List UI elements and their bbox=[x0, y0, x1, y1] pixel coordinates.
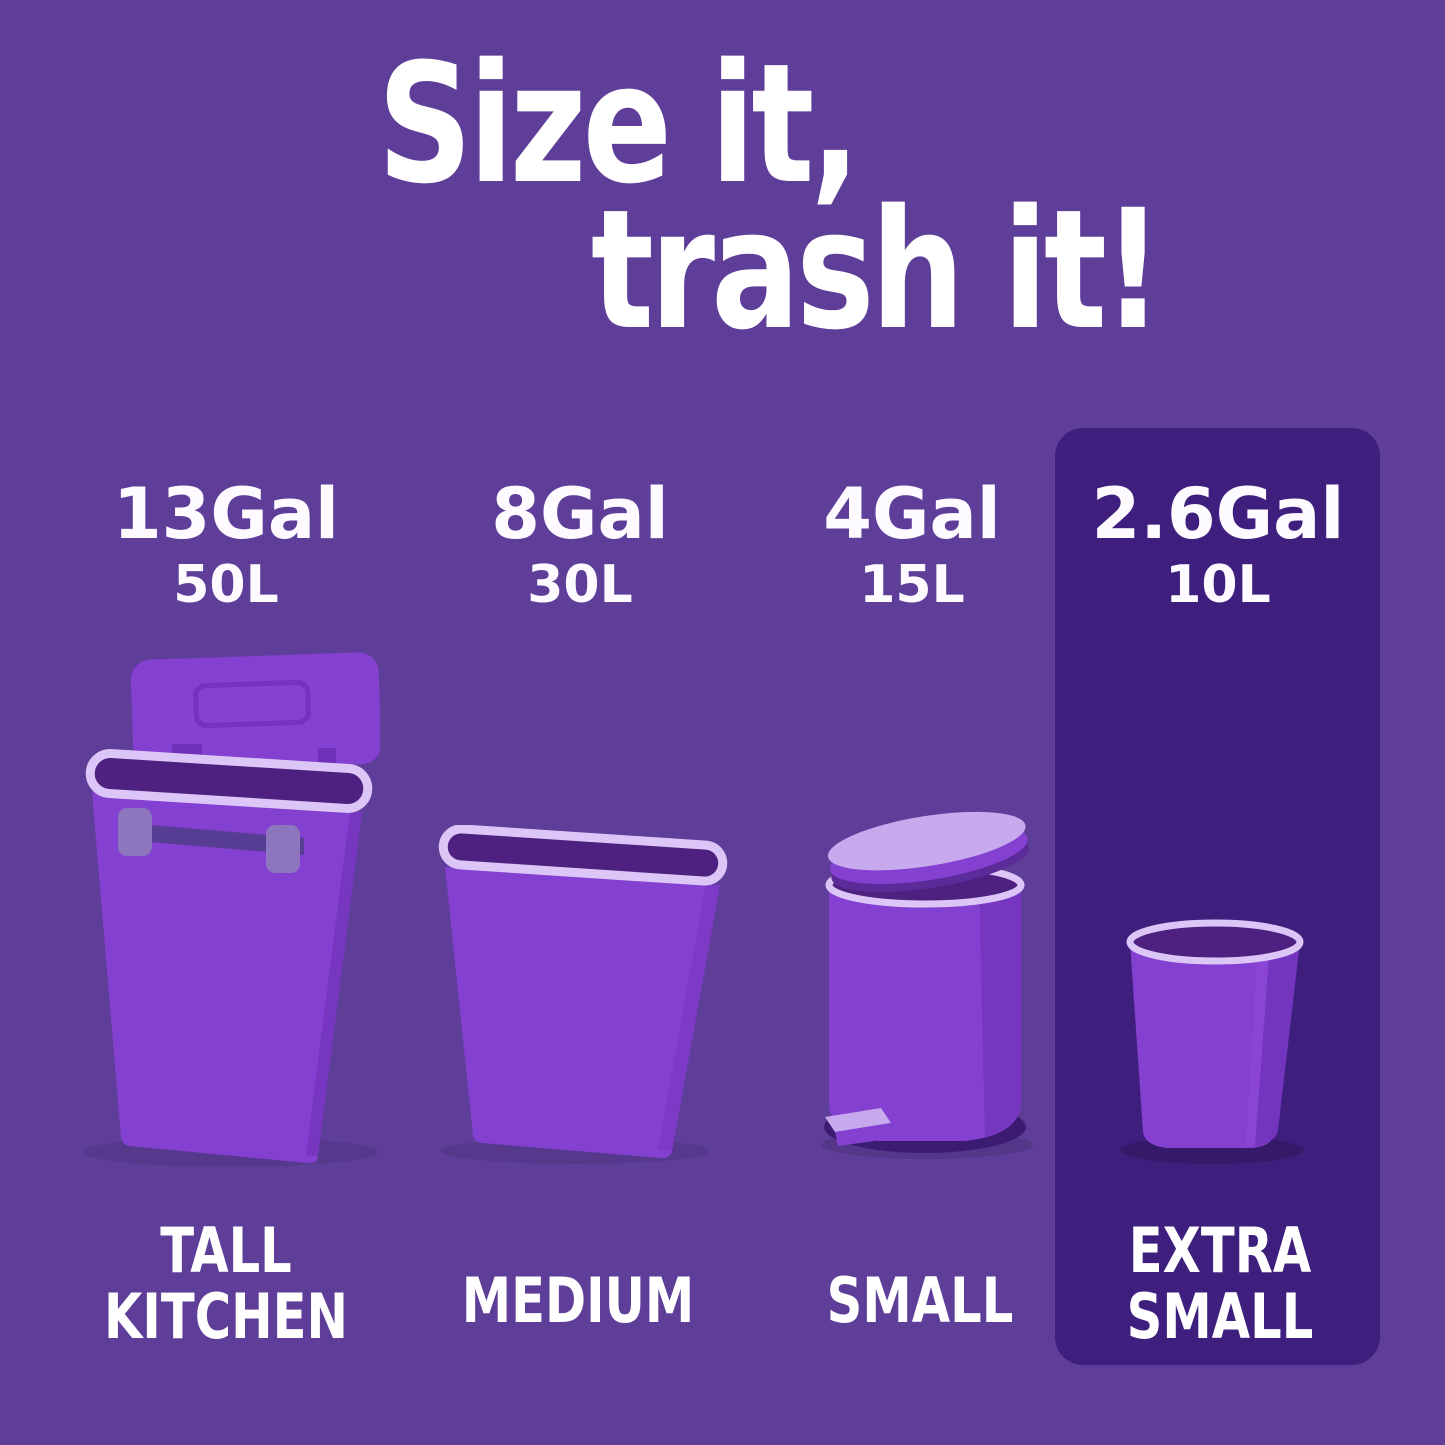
size-line-1: EXTRA bbox=[1128, 1214, 1312, 1287]
small-step-can-icon bbox=[821, 811, 1033, 1159]
gallons-text: 8Gal bbox=[491, 473, 669, 555]
tall-kitchen-can-icon bbox=[82, 652, 380, 1167]
capacity-label-medium: 8Gal 30L bbox=[491, 478, 668, 612]
gallons-text: 4Gal bbox=[823, 473, 1001, 555]
extra-small-bin-icon bbox=[1120, 919, 1304, 1164]
capacity-label-small: 4Gal 15L bbox=[823, 478, 1000, 612]
size-label-extra-small: EXTRA SMALL bbox=[1127, 1218, 1314, 1350]
open-lid bbox=[827, 811, 1030, 893]
size-line-2: KITCHEN bbox=[103, 1280, 349, 1353]
size-label-small: SMALL bbox=[827, 1268, 1014, 1334]
handle-bar bbox=[118, 808, 304, 873]
title-line-2: trash it! bbox=[590, 174, 1163, 366]
liters-text: 10L bbox=[1165, 555, 1271, 615]
size-label-tall-kitchen: TALL KITCHEN bbox=[104, 1218, 348, 1350]
extra-small-highlight-panel bbox=[1055, 428, 1380, 1365]
size-line-1: MEDIUM bbox=[461, 1264, 695, 1337]
liters-text: 50L bbox=[173, 555, 279, 615]
gallons-text: 13Gal bbox=[112, 473, 340, 555]
size-line-2: SMALL bbox=[1126, 1280, 1314, 1353]
size-label-medium: MEDIUM bbox=[462, 1268, 695, 1334]
size-line-1: TALL bbox=[160, 1214, 292, 1287]
title-line-1: Size it, bbox=[377, 28, 860, 220]
capacity-label-tall-kitchen: 13Gal 50L bbox=[113, 478, 339, 612]
gallons-text: 2.6Gal bbox=[1091, 473, 1345, 555]
capacity-label-extra-small: 2.6Gal 10L bbox=[1092, 478, 1345, 612]
medium-wastebasket-icon bbox=[438, 825, 728, 1164]
liters-text: 15L bbox=[859, 555, 965, 615]
liters-text: 30L bbox=[527, 555, 633, 615]
size-line-1: SMALL bbox=[826, 1264, 1014, 1337]
foot-pedal bbox=[825, 1108, 891, 1146]
open-lid bbox=[130, 652, 380, 772]
